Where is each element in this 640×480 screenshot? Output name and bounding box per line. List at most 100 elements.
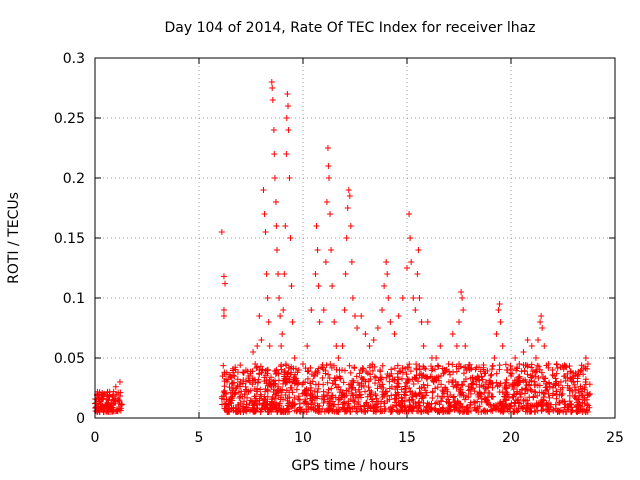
y-tick-label: 0.2 — [63, 171, 85, 187]
data-point — [329, 283, 336, 289]
data-point — [343, 235, 350, 241]
band-point — [379, 408, 386, 415]
data-point — [98, 401, 105, 408]
band-point — [408, 405, 415, 412]
band-point — [577, 367, 584, 374]
band-point — [542, 375, 549, 382]
band-point — [351, 365, 358, 372]
data-point — [277, 313, 284, 319]
band-point — [440, 388, 447, 395]
band-point — [271, 399, 278, 406]
data-point — [587, 391, 594, 397]
data-point — [381, 283, 388, 289]
band-point — [460, 408, 467, 415]
band-point — [532, 389, 539, 396]
band-point — [402, 365, 409, 372]
data-point — [268, 79, 275, 85]
band-point — [428, 363, 435, 370]
band-point — [223, 396, 230, 403]
band-point — [265, 408, 272, 415]
band-point — [477, 368, 484, 375]
band-point — [449, 379, 456, 386]
band-point — [516, 400, 523, 407]
band-point — [267, 400, 274, 407]
data-point — [362, 331, 369, 337]
band-point — [581, 407, 588, 414]
band-point — [375, 377, 382, 384]
data-point — [281, 271, 288, 277]
band-point — [254, 388, 261, 395]
data-point — [339, 343, 346, 349]
data-point — [333, 343, 340, 349]
band-point — [326, 394, 333, 401]
band-point — [453, 382, 460, 389]
band-point — [428, 373, 435, 380]
band-point — [295, 396, 302, 403]
band-point — [577, 383, 584, 390]
band-point — [442, 385, 449, 392]
data-point — [539, 325, 546, 331]
band-point — [420, 394, 427, 401]
data-point — [106, 393, 113, 400]
data-point — [520, 349, 527, 355]
band-point — [261, 378, 268, 385]
band-point — [476, 403, 483, 410]
band-point — [113, 391, 120, 398]
data-point — [269, 85, 276, 91]
data-point — [313, 223, 320, 229]
band-point — [330, 362, 337, 369]
data-point — [227, 397, 234, 403]
band-point — [445, 368, 452, 375]
band-point — [416, 398, 423, 405]
band-point — [302, 365, 309, 372]
data-point — [491, 355, 498, 361]
data-point — [387, 319, 394, 325]
band-point — [394, 370, 401, 377]
data-point — [245, 373, 252, 379]
data-point — [503, 367, 510, 373]
band-point — [220, 362, 227, 369]
band-point — [332, 381, 339, 388]
band-point — [405, 408, 412, 415]
data-point — [262, 229, 269, 235]
band-point — [491, 403, 498, 410]
band-point — [586, 381, 593, 388]
band-point — [484, 400, 491, 407]
band-point — [413, 366, 420, 373]
band-point — [553, 388, 560, 395]
band-point — [434, 384, 441, 391]
y-tick-label: 0.05 — [54, 351, 85, 367]
band-point — [380, 384, 387, 391]
band-point — [456, 404, 463, 411]
band-point — [546, 394, 553, 401]
band-point — [228, 374, 235, 381]
data-point — [341, 307, 348, 313]
band-point — [497, 399, 504, 406]
band-point — [237, 362, 244, 369]
band-point — [379, 394, 386, 401]
band-point — [391, 365, 398, 372]
band-point — [513, 376, 520, 383]
band-point — [489, 393, 496, 400]
data-point — [344, 205, 351, 211]
band-point — [275, 370, 282, 377]
band-point — [489, 407, 496, 414]
band-point — [581, 397, 588, 404]
data-point — [112, 383, 119, 390]
band-point — [392, 395, 399, 402]
band-point — [575, 396, 582, 403]
data-point — [223, 391, 230, 397]
band-point — [399, 400, 406, 407]
band-point — [510, 380, 517, 387]
data-point — [545, 361, 552, 367]
band-point — [467, 390, 474, 397]
band-point — [489, 384, 496, 391]
data-point — [535, 337, 542, 343]
band-point — [584, 401, 591, 408]
band-point — [382, 389, 389, 396]
band-point — [391, 376, 398, 383]
band-point — [333, 384, 340, 391]
band-point — [553, 395, 560, 402]
data-point — [282, 223, 289, 229]
band-point — [388, 366, 395, 373]
